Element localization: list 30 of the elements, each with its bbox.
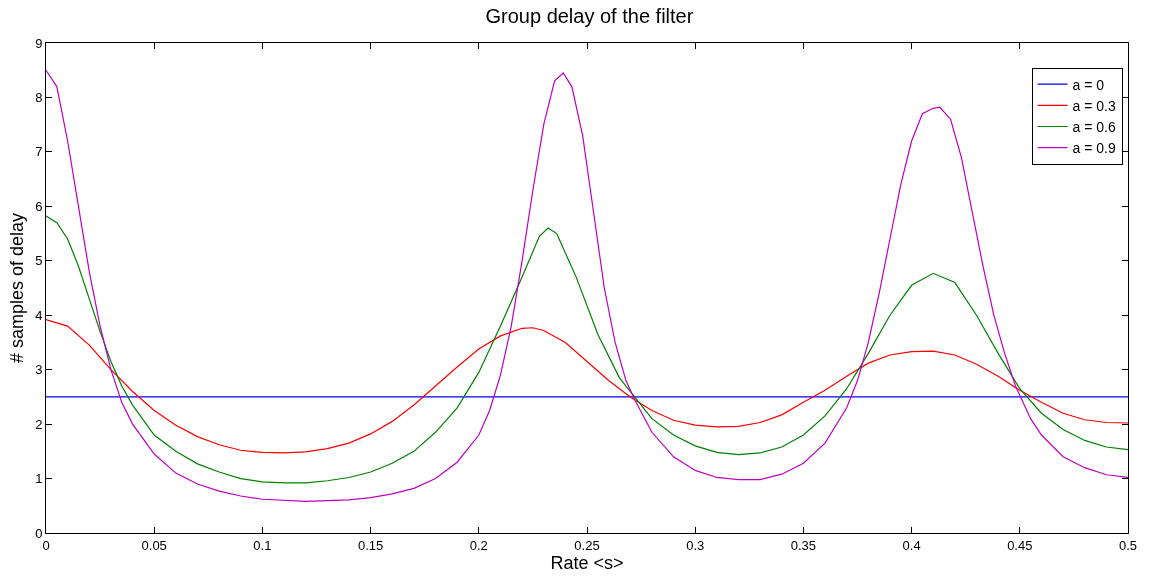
- y-axis-title: # samples of delay: [7, 212, 28, 364]
- x-tick-label: 0.3: [686, 537, 705, 553]
- legend-label: a = 0: [1072, 76, 1105, 93]
- y-tick-label: 9: [35, 35, 43, 51]
- x-tick-label: 0.4: [902, 537, 921, 553]
- y-tick-label: 7: [35, 144, 43, 160]
- legend-label: a = 0.6: [1072, 118, 1117, 135]
- chart-title: Group delay of the filter: [485, 4, 694, 27]
- y-tick-label: 3: [35, 362, 43, 378]
- y-tick-label: 2: [35, 416, 43, 432]
- y-tick-label: 0: [35, 525, 43, 541]
- legend-label: a = 0.9: [1072, 140, 1117, 157]
- y-tick-label: 5: [35, 253, 43, 269]
- x-tick-label: 0.1: [253, 537, 272, 553]
- y-tick-label: 6: [35, 198, 43, 214]
- x-axis-title: Rate <s>: [550, 552, 624, 573]
- line-series: [46, 215, 1128, 484]
- y-tick-label: 4: [35, 307, 43, 323]
- y-tick-label: 1: [35, 471, 43, 487]
- x-tick-label: 0.2: [469, 537, 488, 553]
- line-series: [46, 69, 1128, 503]
- x-tick-label: 0.25: [574, 537, 600, 553]
- line-series: [46, 318, 1128, 454]
- y-tick-label: 8: [35, 89, 43, 105]
- x-tick-label: 0.15: [357, 537, 384, 553]
- legend-label: a = 0.3: [1072, 97, 1117, 114]
- x-tick-label: 0.35: [790, 537, 817, 553]
- x-tick-label: 0.45: [1007, 537, 1033, 553]
- x-tick-label: 0.05: [141, 537, 167, 553]
- x-tick-label: 0.5: [1118, 537, 1138, 553]
